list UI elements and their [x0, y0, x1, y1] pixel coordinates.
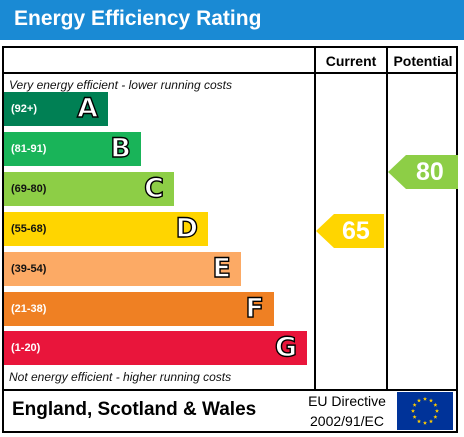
- band-letter: F: [245, 292, 265, 324]
- current-rating-value: 65: [342, 217, 370, 245]
- rating-band-e: (39-54) E: [4, 252, 241, 286]
- eu-directive-line2: 2002/91/EC: [310, 413, 384, 429]
- eu-directive-label: EU Directive 2002/91/EC: [300, 391, 394, 431]
- eu-star-icon: [428, 398, 434, 403]
- rating-band-d: (55-68) D: [4, 212, 208, 246]
- column-header-potential: Potential: [393, 53, 453, 69]
- eu-directive-line1: EU Directive: [308, 393, 386, 409]
- eu-star-icon: [422, 396, 428, 401]
- eu-star-icon: [422, 420, 428, 425]
- potential-arrow-shape: [388, 155, 458, 189]
- eu-star-icon: [412, 414, 417, 419]
- header-row-divider: [2, 72, 458, 74]
- band-letter: B: [110, 132, 132, 164]
- band-letter: A: [76, 92, 98, 124]
- eu-star-icon: [434, 408, 440, 413]
- column-divider-potential: [386, 46, 388, 389]
- footer-country: England, Scotland & Wales: [12, 399, 257, 420]
- rating-table-frame: [2, 46, 458, 433]
- column-header-current: Current: [325, 53, 377, 69]
- rating-band-b: (81-91) B: [4, 132, 141, 166]
- eu-star-icon: [433, 402, 438, 407]
- rating-band-g: (1-20) G: [4, 331, 307, 365]
- band-range-label: (21-38): [11, 303, 47, 315]
- band-letter: C: [143, 172, 164, 204]
- page-title: Energy Efficiency Rating: [14, 7, 262, 30]
- rating-band-f: (21-38) F: [4, 292, 274, 326]
- potential-rating-value: 80: [416, 158, 444, 186]
- column-divider-current: [314, 46, 316, 389]
- eu-star-icon: [416, 419, 422, 424]
- band-range-label: (92+): [11, 103, 37, 115]
- header-bar: Energy Efficiency Rating: [0, 0, 464, 40]
- rating-band-a: (92+) A: [4, 92, 108, 126]
- note-efficient: Very energy efficient - lower running co…: [9, 78, 232, 92]
- eu-star-icon: [433, 414, 438, 419]
- band-range-label: (81-91): [11, 143, 47, 155]
- band-range-label: (69-80): [11, 183, 47, 195]
- band-letter: E: [212, 252, 232, 284]
- current-arrow-shape: [316, 214, 384, 248]
- eu-star-icon: [416, 398, 422, 403]
- band-range-label: (39-54): [11, 263, 47, 275]
- band-letter: D: [175, 212, 199, 244]
- eu-star-icon: [410, 408, 416, 413]
- rating-band-c: (69-80) C: [4, 172, 174, 206]
- eu-star-icon: [428, 419, 434, 424]
- eu-flag-icon: [397, 392, 453, 430]
- note-inefficient: Not energy efficient - higher running co…: [9, 370, 232, 384]
- footer-row-divider: [2, 389, 458, 391]
- eu-star-icon: [412, 402, 417, 407]
- band-range-label: (1-20): [11, 342, 41, 354]
- band-range-label: (55-68): [11, 223, 47, 235]
- current-rating-arrow: 65: [316, 214, 386, 248]
- band-letter: G: [274, 331, 298, 363]
- potential-rating-arrow: 80: [388, 155, 458, 189]
